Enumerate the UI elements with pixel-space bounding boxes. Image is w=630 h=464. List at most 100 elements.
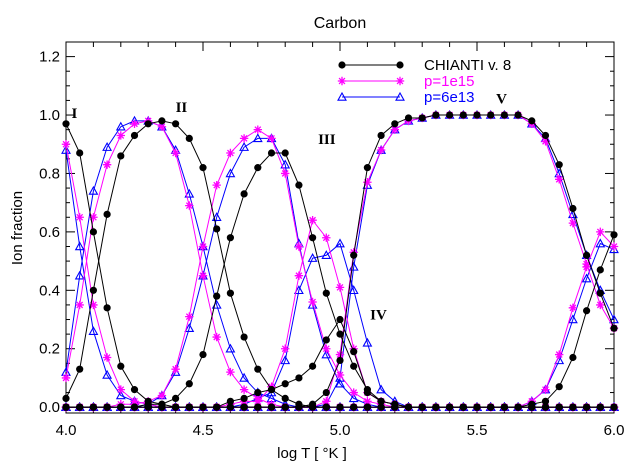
ion-I-point xyxy=(89,300,98,310)
ion-I-line xyxy=(65,123,614,408)
ion-V-point xyxy=(596,300,605,310)
ion-II-point xyxy=(239,372,250,382)
ion-VI-point xyxy=(459,403,467,411)
ion-III-point xyxy=(295,181,303,189)
y-tick-label: 0.8 xyxy=(39,165,60,182)
ion-VI-point xyxy=(609,242,619,251)
legend-marker xyxy=(395,91,405,101)
ion-label-III: III xyxy=(318,132,336,148)
ion-I-point xyxy=(61,144,71,154)
ion-V-point xyxy=(609,314,619,324)
ion-VI-point xyxy=(555,350,564,359)
ion-III-point xyxy=(185,312,194,321)
ion-III-point xyxy=(363,397,372,406)
ion-VI-point xyxy=(514,403,522,411)
ion-IV-point xyxy=(583,403,591,411)
ion-II-point xyxy=(89,286,97,294)
ion-I-line xyxy=(65,150,614,408)
ion-VI-point xyxy=(377,403,385,411)
y-tick-label: 0.2 xyxy=(39,341,60,358)
ion-III-point xyxy=(239,142,250,151)
ion-III-point xyxy=(211,212,222,222)
ion-VI-point xyxy=(172,403,180,411)
ion-VI-point xyxy=(89,403,97,411)
ion-VI-point xyxy=(281,403,289,411)
legend-marker xyxy=(396,61,404,69)
ion-VI-point xyxy=(144,403,152,411)
ion-I-point xyxy=(89,228,97,236)
ion-IV-point xyxy=(309,362,317,370)
ion-VI-point xyxy=(158,403,166,411)
x-axis-label: log T [ °K ] xyxy=(277,445,347,462)
legend-label: p=1e15 xyxy=(424,73,474,90)
ion-III-point xyxy=(322,344,331,353)
ion-VI-point xyxy=(391,403,399,411)
ion-VI-point xyxy=(103,403,111,411)
ion-II-point xyxy=(239,385,249,394)
ion-VI-point xyxy=(555,383,563,391)
ion-VI-point xyxy=(568,303,578,313)
ion-V-point xyxy=(336,356,344,365)
y-tick-label: 0.6 xyxy=(39,224,60,241)
ion-V-point xyxy=(322,397,331,406)
series-p-6e13 xyxy=(61,109,619,411)
ion-IV-point xyxy=(569,403,577,411)
ion-V-point xyxy=(568,218,578,228)
ion-I-point xyxy=(88,326,99,335)
ion-II-point xyxy=(74,270,85,280)
ion-V-point xyxy=(473,111,481,119)
legend-marker xyxy=(337,76,347,86)
ion-IV-point xyxy=(253,397,262,406)
ion-IV-point xyxy=(294,271,304,280)
ion-VI-point xyxy=(240,403,248,411)
ion-VI-point xyxy=(567,314,578,324)
ion-II-point xyxy=(199,164,207,172)
ion-VI-point xyxy=(610,231,618,239)
ion-III-point xyxy=(348,393,359,403)
ion-V-point xyxy=(363,164,371,172)
ion-II-point xyxy=(281,394,289,402)
ion-VI-point xyxy=(130,403,139,411)
series-p-1e15 xyxy=(61,110,619,412)
ion-IV-point xyxy=(377,397,385,405)
ion-IV-point xyxy=(281,380,289,388)
y-tick-label: 1.2 xyxy=(39,49,60,66)
legend-label: CHIANTI v. 8 xyxy=(424,57,511,74)
ion-I-point xyxy=(102,369,113,379)
ion-VI-point xyxy=(309,403,317,411)
ion-VI-point xyxy=(226,403,234,411)
legend-marker xyxy=(395,76,405,86)
ion-III-point xyxy=(281,149,289,157)
ion-II-line xyxy=(65,120,614,408)
y-tick-label: 0.0 xyxy=(39,399,60,416)
ion-VI-point xyxy=(254,403,262,411)
ion-V-point xyxy=(335,350,345,359)
ion-II-point xyxy=(226,289,234,297)
ion-III-point xyxy=(321,349,332,359)
ion-VI-point xyxy=(583,307,591,315)
ion-II-point xyxy=(76,365,84,373)
ion-II-point xyxy=(117,152,125,160)
ion-V-point xyxy=(583,251,591,259)
ion-IV-point xyxy=(362,337,373,347)
ion-III-point xyxy=(184,323,195,333)
ion-VI-point xyxy=(62,403,70,411)
ion-IV-point xyxy=(308,215,317,225)
ion-V-point xyxy=(350,251,358,259)
ion-II-point xyxy=(62,394,70,402)
ion-V-point xyxy=(514,111,522,119)
ion-III-point xyxy=(349,388,358,397)
ion-II-point xyxy=(225,343,236,353)
ion-I-point xyxy=(130,386,139,394)
ion-II-point xyxy=(144,120,152,128)
ion-IV-point xyxy=(363,388,371,397)
ion-VI-point xyxy=(541,385,550,394)
ion-IV-point xyxy=(350,348,358,356)
ion-I-point xyxy=(116,385,125,394)
ion-VI-point xyxy=(418,403,426,411)
ion-V-point xyxy=(596,289,604,297)
ion-V-point xyxy=(446,111,454,119)
ion-II-point xyxy=(130,119,139,128)
ion-II-point xyxy=(61,373,71,383)
